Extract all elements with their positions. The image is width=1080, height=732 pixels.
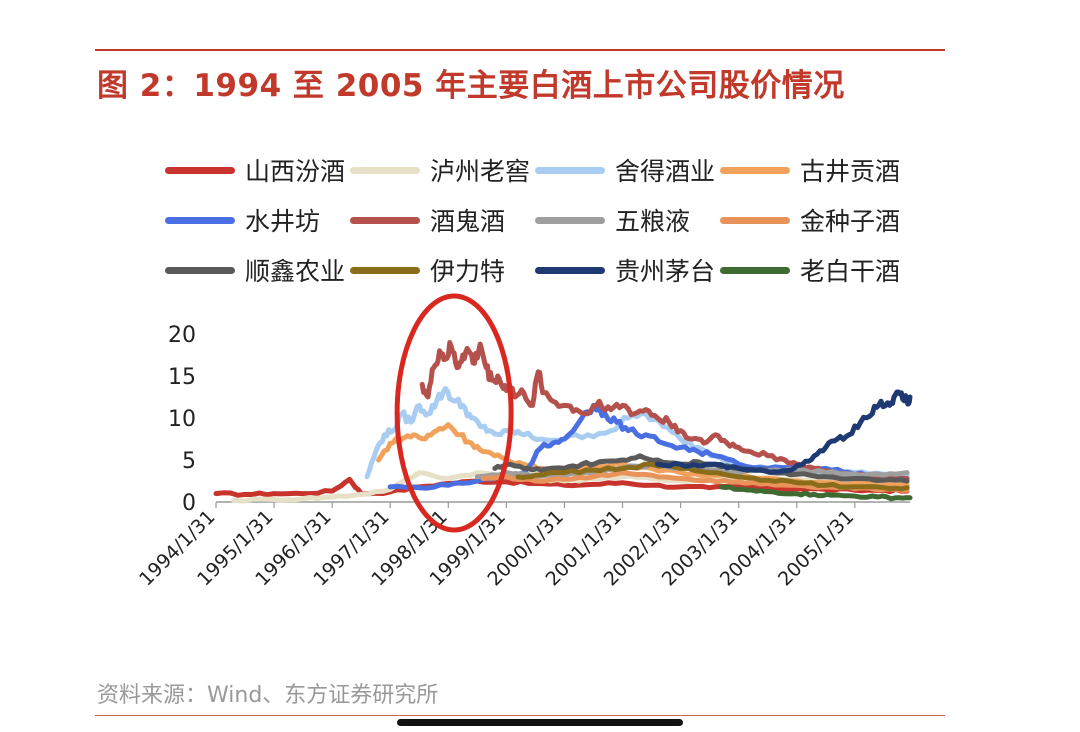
series-line	[718, 484, 913, 502]
legend-label: 酒鬼酒	[430, 207, 506, 236]
legend-label: 山西汾酒	[245, 157, 346, 186]
legend-label: 五粮液	[615, 207, 691, 236]
legend-swatch	[535, 166, 605, 174]
legend-swatch	[165, 166, 235, 174]
legend-label: 水井坊	[245, 207, 321, 236]
chart-title: 图 2：1994 至 2005 年主要白酒上市公司股价情况	[97, 68, 845, 104]
series-line	[213, 476, 910, 498]
legend-swatch	[535, 216, 605, 224]
legend-swatch	[720, 266, 790, 274]
line-chart: 051015201994/1/311995/1/311996/1/311997/…	[135, 293, 913, 590]
legend-item: 顺鑫农业	[165, 252, 350, 288]
legend-label: 老白干酒	[800, 257, 901, 286]
legend-item: 山西汾酒	[165, 152, 350, 188]
legend-swatch	[350, 216, 420, 224]
legend-item: 古井贡酒	[720, 152, 905, 188]
y-tick-label: 20	[168, 323, 196, 348]
legend-label: 伊力特	[430, 257, 506, 286]
legend-item: 五粮液	[535, 202, 720, 238]
legend-item: 泸州老窖	[350, 152, 535, 188]
legend-label: 泸州老窖	[430, 157, 531, 186]
legend-item: 老白干酒	[720, 252, 905, 288]
bottom-rule	[95, 715, 945, 716]
legend-item: 水井坊	[165, 202, 350, 238]
home-indicator	[397, 719, 683, 726]
legend-swatch	[165, 266, 235, 274]
series-line	[654, 389, 913, 475]
legend-item: 酒鬼酒	[350, 202, 535, 238]
y-tick-label: 5	[182, 449, 196, 474]
legend-label: 舍得酒业	[615, 157, 716, 186]
legend-swatch	[350, 266, 420, 274]
legend-item: 伊力特	[350, 252, 535, 288]
y-tick-label: 15	[168, 365, 196, 390]
series-line	[515, 461, 910, 492]
legend-swatch	[350, 166, 420, 174]
legend-item: 金种子酒	[720, 202, 905, 238]
legend-label: 贵州茅台	[615, 257, 716, 286]
legend-swatch	[720, 166, 790, 174]
y-tick-label: 10	[168, 407, 196, 432]
legend-swatch	[535, 266, 605, 274]
legend-swatch	[165, 216, 235, 224]
y-tick-label: 0	[182, 491, 196, 516]
legend-swatch	[720, 216, 790, 224]
legend-label: 金种子酒	[800, 207, 901, 236]
legend-item: 贵州茅台	[535, 252, 720, 288]
highlight-ellipse	[394, 293, 514, 533]
chart-legend: 山西汾酒 泸州老窖 舍得酒业 古井贡酒水井坊 酒鬼酒 五粮液 金种子酒顺鑫农业 伊力特 贵州茅台…	[165, 152, 925, 288]
top-rule	[95, 49, 945, 51]
legend-label: 顺鑫农业	[245, 257, 346, 286]
legend-item: 舍得酒业	[535, 152, 720, 188]
series-line	[419, 340, 910, 482]
legend-label: 古井贡酒	[800, 157, 901, 186]
source-note: 资料来源：Wind、东方证券研究所	[97, 683, 439, 708]
